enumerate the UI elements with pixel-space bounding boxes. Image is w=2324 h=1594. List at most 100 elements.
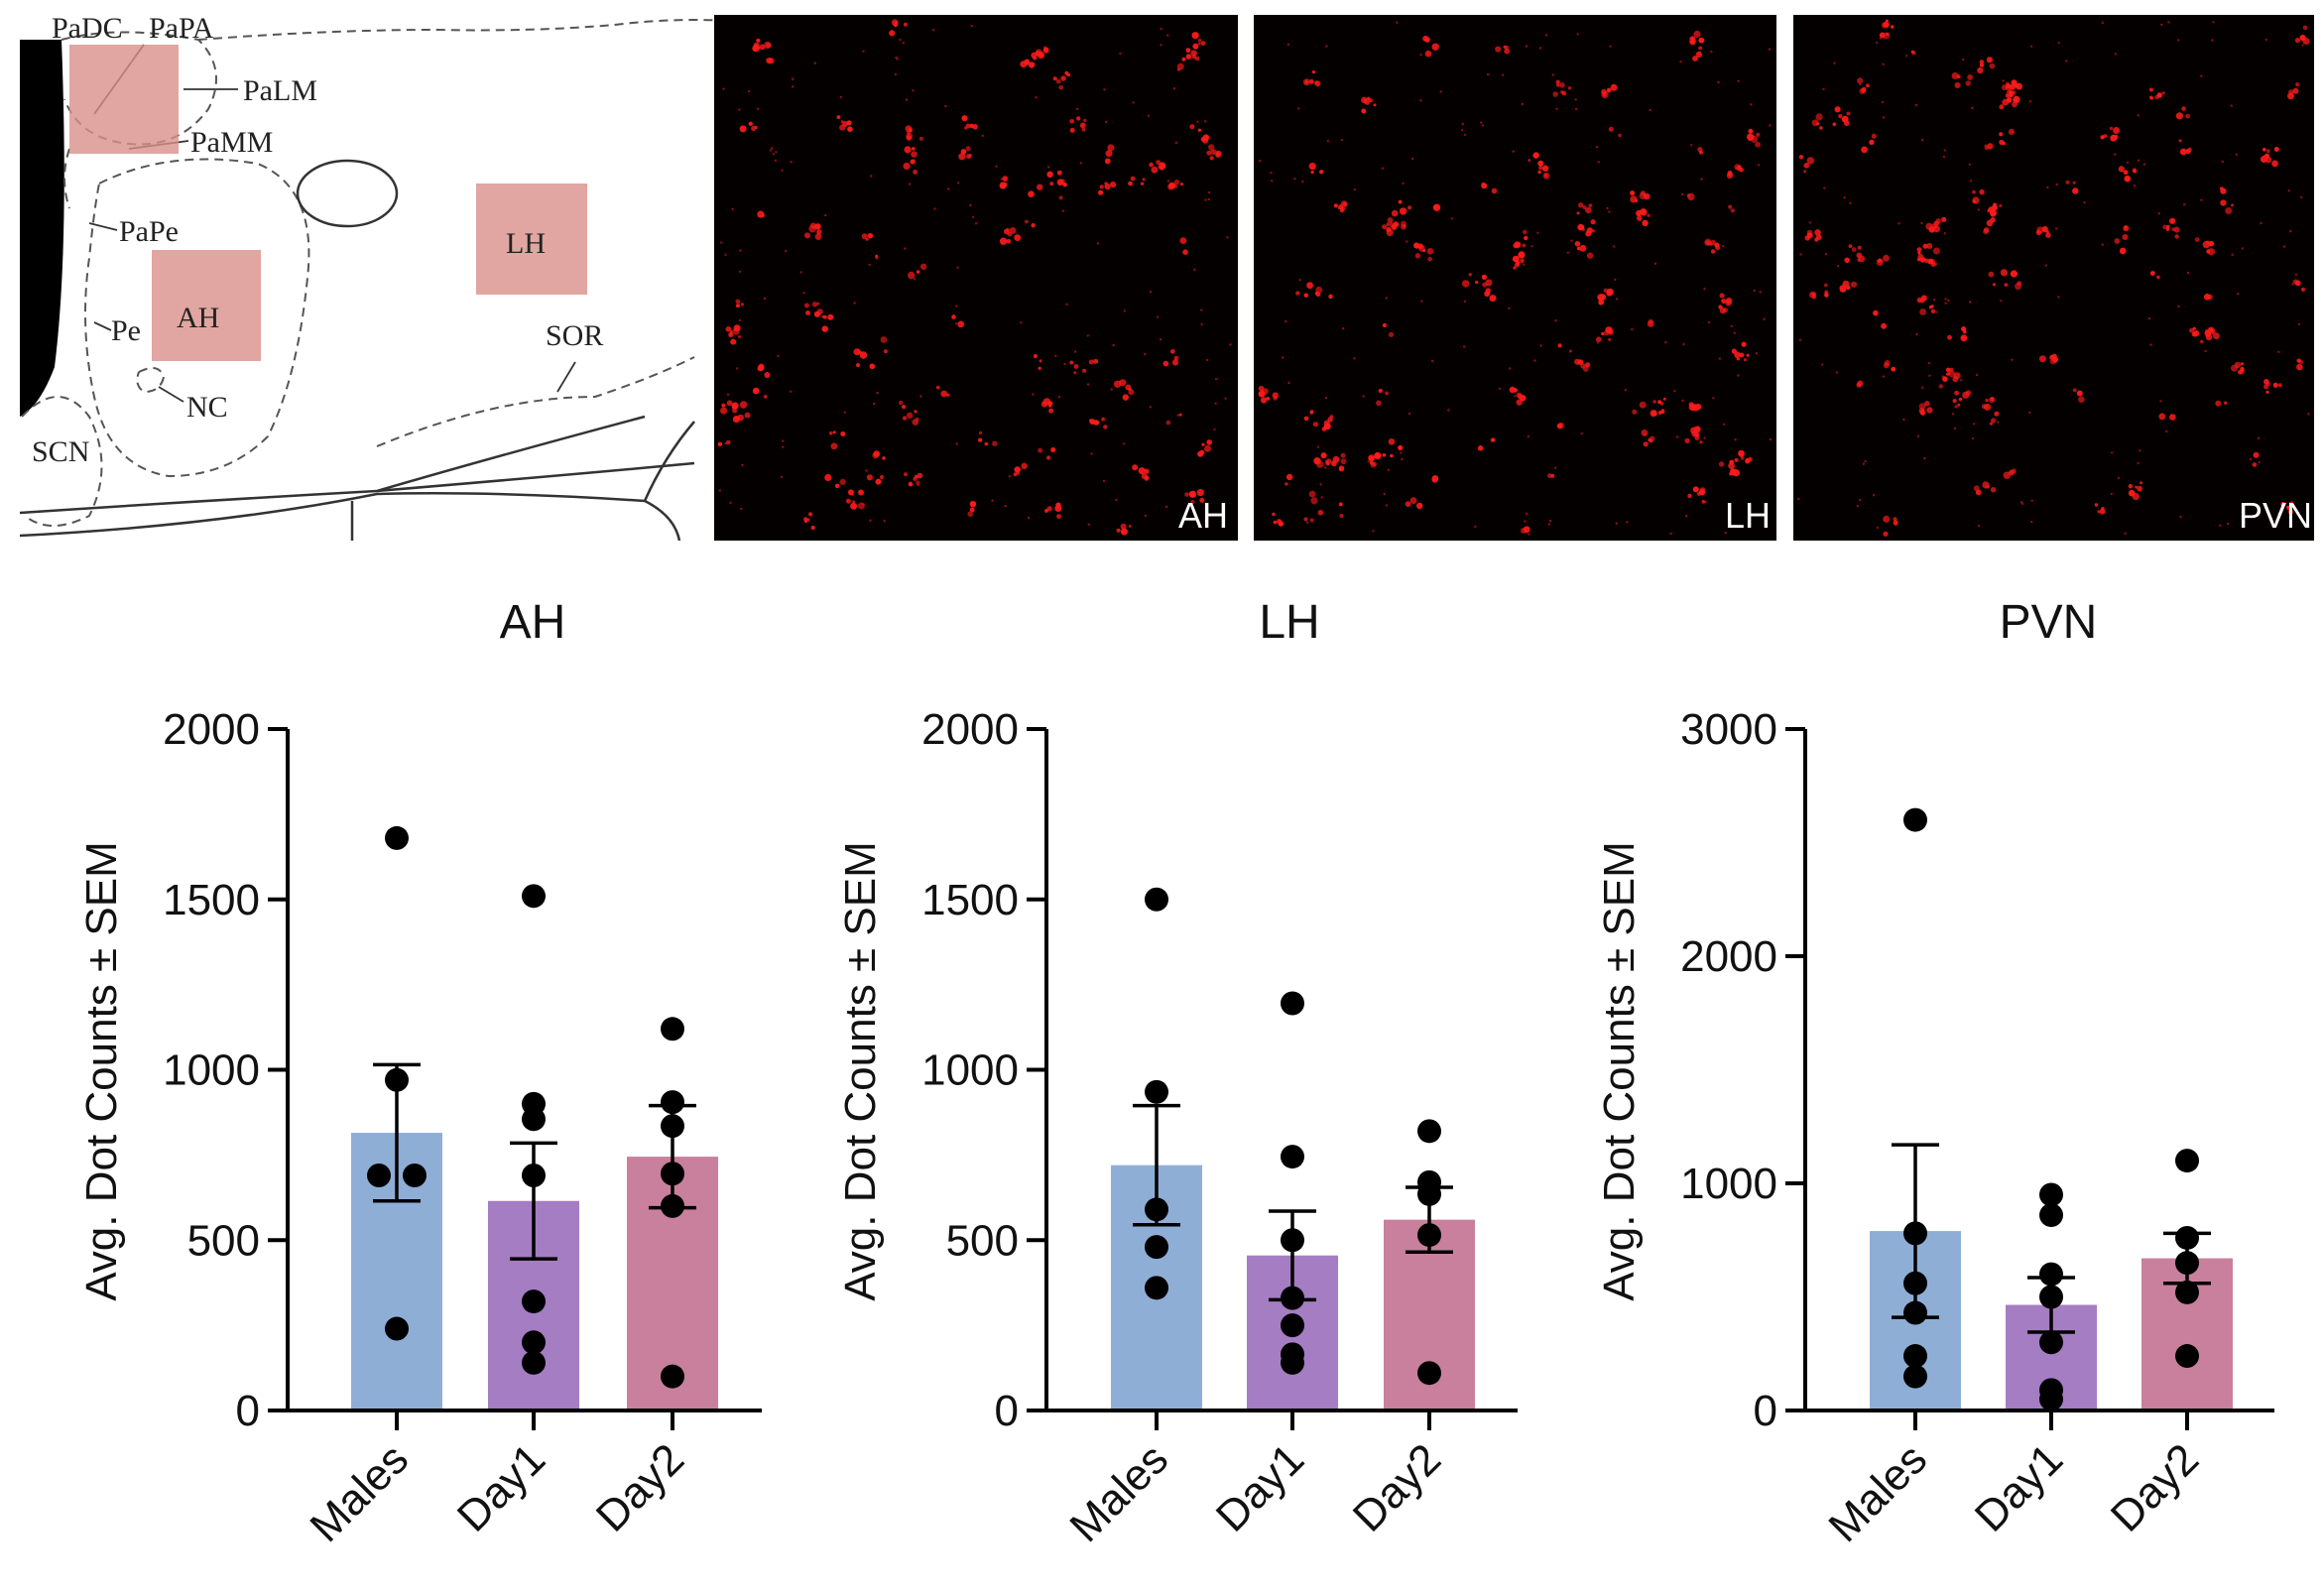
signal-dot (1422, 35, 1429, 42)
signal-dot (1513, 266, 1517, 270)
signal-dot (2257, 436, 2261, 439)
signal-dot (824, 213, 827, 217)
signal-dot (2206, 249, 2211, 254)
signal-dot (1960, 334, 1968, 342)
signal-dot (891, 19, 899, 26)
third-ventricle (20, 40, 64, 417)
signal-dot (1031, 223, 1036, 228)
signal-dot (1945, 367, 1951, 373)
signal-dot (2055, 183, 2058, 186)
signal-dot (1883, 362, 1890, 369)
signal-dot (1989, 422, 1993, 426)
signal-dot (1105, 150, 1113, 158)
signal-dot (2110, 492, 2114, 496)
signal-dot (2097, 510, 2101, 514)
signal-dot (2123, 170, 2129, 175)
signal-dot (875, 478, 882, 485)
signal-dot (1337, 206, 1340, 210)
signal-dot (2038, 355, 2046, 363)
signal-dot (2179, 148, 2187, 156)
signal-dot (913, 476, 917, 481)
signal-dot (2049, 354, 2054, 360)
y-tick-label: 1000 (921, 1046, 1019, 1095)
signal-dot (1419, 54, 1422, 57)
signal-dot (751, 125, 757, 132)
signal-dot (1734, 164, 1741, 171)
signal-dot (1069, 119, 1074, 124)
signal-dot (1512, 150, 1515, 153)
signal-dot (1049, 182, 1054, 186)
signal-dot (2030, 520, 2033, 524)
signal-dot (1495, 46, 1502, 53)
signal-dot (721, 403, 726, 408)
data-point-males (1903, 1221, 1927, 1246)
signal-dot (1850, 281, 1858, 288)
signal-dot (1056, 170, 1062, 176)
signal-dot (903, 162, 911, 171)
signal-dot (1316, 445, 1320, 448)
signal-dot (1814, 237, 1819, 242)
signal-dot (739, 125, 747, 133)
signal-dot (1025, 61, 1030, 66)
signal-dot (1213, 428, 1216, 431)
signal-dot (2215, 400, 2222, 407)
signal-dot (1883, 254, 1890, 262)
signal-dot (1340, 138, 1344, 142)
signal-dot (1518, 251, 1526, 259)
signal-dot (1579, 244, 1587, 252)
signal-dot (1000, 178, 1003, 181)
signal-dot (1979, 62, 1985, 67)
data-point-males (385, 1316, 409, 1341)
signal-dot (2186, 271, 2190, 275)
signal-dot (2041, 226, 2048, 233)
signal-dot (873, 402, 876, 406)
signal-dot (2149, 343, 2152, 346)
signal-dot (1894, 522, 1898, 526)
signal-dot (1856, 504, 1860, 508)
signal-dot (1214, 377, 1218, 381)
signal-dot (1997, 421, 2000, 424)
signal-dot (2297, 322, 2301, 326)
signal-dot (1378, 388, 1383, 394)
signal-dot (1505, 45, 1510, 50)
signal-dot (1099, 184, 1104, 189)
signal-dot (1331, 460, 1337, 467)
signal-dot (1193, 268, 1196, 272)
signal-dot (2185, 149, 2191, 155)
signal-dot (1710, 50, 1713, 54)
signal-dot (2165, 429, 2168, 433)
signal-dot (1615, 522, 1619, 525)
signal-dot (1969, 180, 1973, 183)
data-point-males (403, 1163, 427, 1187)
signal-dot (1559, 82, 1565, 88)
signal-dot (2110, 451, 2114, 454)
signal-dot (902, 42, 905, 45)
signal-dot (1927, 361, 1931, 365)
signal-dot (2009, 93, 2013, 97)
signal-dot (816, 302, 820, 306)
signal-dot (1640, 190, 1646, 196)
signal-dot (1992, 283, 1996, 287)
signal-dot (1687, 192, 1695, 201)
bar-chart-lh: LH Avg. Dot Counts ± SEM 0 500 1000 1500 200… (836, 596, 1518, 1551)
signal-dot (2207, 294, 2213, 301)
signal-dot (1743, 358, 1748, 362)
y-tick-label: 1500 (163, 876, 260, 924)
signal-dot (2156, 92, 2162, 98)
signal-dot (2200, 74, 2203, 78)
signal-dot (1427, 256, 1432, 262)
signal-dot (730, 338, 737, 345)
signal-dot (1314, 80, 1321, 87)
signal-dot (1044, 509, 1048, 513)
signal-dot (1491, 187, 1498, 194)
signal-dot (1991, 418, 1997, 424)
signal-dot (1079, 162, 1083, 165)
signal-dot (1561, 90, 1567, 96)
signal-dot (1547, 473, 1552, 478)
signal-dot (832, 430, 836, 434)
signal-dot (1690, 144, 1693, 147)
signal-dot (867, 233, 874, 239)
signal-dot (1002, 176, 1009, 182)
signal-dot (1373, 103, 1377, 107)
signal-dot (1207, 190, 1211, 194)
